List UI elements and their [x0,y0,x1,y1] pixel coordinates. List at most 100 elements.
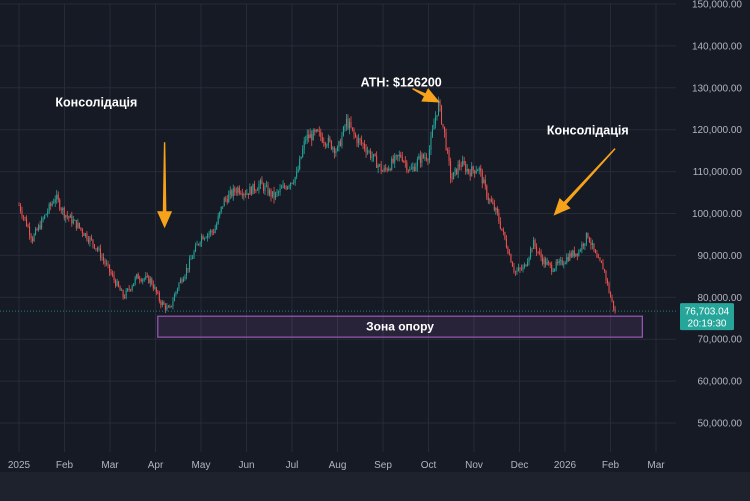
candle-body [21,211,23,217]
candle-body [504,232,506,240]
candle-body [453,172,455,180]
support-zone: Зона опору [157,315,643,338]
candle-body [240,193,242,195]
candle-body [101,257,103,259]
candle-body [195,245,197,252]
candle-body [517,267,520,271]
candle-body [161,302,163,306]
candle-body [522,266,524,270]
candle-body [552,270,554,272]
candle-body [71,215,73,224]
candle-body [573,250,575,257]
candle-body [499,221,501,229]
bottom-toolbar-strip [0,472,750,501]
candle-body [412,166,414,169]
annotation-arrows [157,88,616,229]
candle-body [351,127,354,130]
candle-body [391,158,393,170]
candle-body [516,270,518,272]
candle-body [303,141,305,149]
y-tick-label: 50,000.00 [698,419,743,430]
candle-body [63,208,65,218]
candle-body [265,185,268,187]
candle-body [554,268,556,271]
candle-body [427,159,429,161]
candle-body [379,164,381,166]
candle-body [84,233,86,236]
annotation-consolidation-right: Консолідація [547,124,629,138]
candle-body [425,157,427,160]
y-tick-label: 70,000.00 [698,335,743,346]
candle-body [593,243,595,250]
candle-body [513,266,515,272]
candle-body [119,286,121,291]
candle-body [472,166,474,171]
candle-body [253,183,255,191]
candle-body [602,263,604,270]
candle-body [404,161,406,163]
price-tag-value: 76,703.04 [685,307,730,318]
candle-body [570,253,572,257]
candle-body [344,126,346,128]
candle-body [525,264,527,267]
candle-body [42,218,44,220]
candle-body [166,306,168,310]
candle-body [585,232,587,244]
candle-body [288,185,290,187]
x-tick-label: Sep [374,460,392,471]
candle-body [581,244,583,251]
candle-body [502,230,504,233]
candle-body [582,244,584,246]
candle-body [549,263,551,265]
candle-body [158,292,160,302]
candle-body [555,261,557,269]
candle-body [226,199,228,203]
candle-body [422,154,424,158]
candle-body [533,239,535,250]
candle-body [273,191,275,199]
candle-body [143,278,145,280]
candle-body [613,300,615,309]
candle-body [255,190,257,192]
candle-body [356,136,358,144]
candle-body [474,170,476,174]
candle-body [83,233,85,236]
candle-body [250,186,252,195]
candle-body [578,250,580,256]
candle-body [208,233,210,235]
candle-body [198,244,200,245]
candle-body [214,228,216,233]
candle-body [365,148,367,153]
candle-body [591,243,593,246]
candle-body [41,218,43,229]
candle-body [300,156,302,159]
candle-body [160,301,162,306]
candle-body [35,228,37,235]
candle-body [125,290,127,298]
candle-body [606,279,609,283]
candle-body [531,248,533,250]
candle-body [386,168,388,171]
candle-body [548,261,550,264]
candle-body [496,208,498,214]
candle-body [374,154,376,156]
candle-body [247,193,249,195]
candle-body [213,231,215,233]
candle-body [222,206,224,208]
candle-body [267,185,269,195]
candle-body [424,157,426,159]
candle-body [557,261,559,264]
candle-body [419,155,421,163]
candle-body [603,269,606,271]
candle-body [308,134,310,139]
candle-body [335,150,337,154]
candle-body [370,151,372,158]
support-zone-rect [157,315,643,338]
candle-body [270,189,272,197]
candle-body [128,288,130,290]
candle-body [72,220,74,224]
candle-body [323,142,325,144]
candle-body [462,161,464,167]
candle-body [608,282,610,293]
candle-body [77,222,79,229]
